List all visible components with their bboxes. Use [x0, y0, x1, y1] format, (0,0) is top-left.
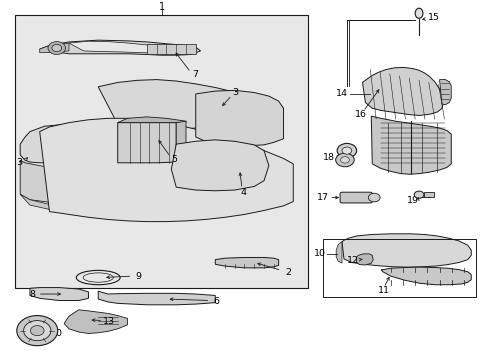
- Ellipse shape: [414, 8, 422, 18]
- Polygon shape: [40, 118, 293, 222]
- FancyBboxPatch shape: [339, 192, 371, 203]
- Polygon shape: [40, 43, 69, 53]
- Polygon shape: [362, 67, 443, 116]
- Polygon shape: [341, 234, 470, 267]
- Text: 8: 8: [29, 289, 35, 298]
- Circle shape: [30, 325, 44, 336]
- Text: 9: 9: [135, 271, 142, 280]
- Text: 6: 6: [213, 297, 219, 306]
- Text: 16: 16: [354, 109, 366, 118]
- Text: 3: 3: [232, 88, 238, 97]
- Polygon shape: [176, 121, 185, 162]
- Circle shape: [48, 42, 65, 54]
- Text: 1: 1: [158, 2, 164, 12]
- Circle shape: [336, 143, 356, 158]
- Polygon shape: [69, 41, 181, 53]
- Polygon shape: [356, 254, 372, 265]
- Polygon shape: [215, 257, 278, 268]
- Polygon shape: [64, 310, 127, 333]
- Bar: [15, 15, 307, 288]
- Polygon shape: [20, 125, 127, 163]
- Polygon shape: [98, 291, 215, 305]
- Circle shape: [367, 193, 379, 202]
- Text: 13: 13: [102, 317, 115, 326]
- Circle shape: [341, 147, 351, 154]
- Polygon shape: [335, 242, 341, 263]
- Bar: [147, 44, 195, 54]
- Polygon shape: [40, 40, 200, 55]
- Bar: [424, 192, 433, 197]
- Circle shape: [340, 157, 348, 163]
- Polygon shape: [98, 80, 283, 130]
- Text: 7: 7: [191, 70, 197, 79]
- Text: 18: 18: [323, 153, 335, 162]
- Circle shape: [413, 191, 423, 198]
- Polygon shape: [20, 160, 108, 203]
- Polygon shape: [118, 117, 185, 123]
- Text: 19: 19: [407, 195, 418, 204]
- Polygon shape: [171, 140, 268, 191]
- Text: 2: 2: [285, 268, 291, 277]
- Polygon shape: [439, 80, 450, 105]
- Text: 17: 17: [316, 193, 328, 202]
- Polygon shape: [118, 123, 176, 163]
- Text: 4: 4: [240, 188, 246, 197]
- Circle shape: [52, 44, 61, 51]
- Text: 5: 5: [171, 155, 177, 164]
- Polygon shape: [195, 90, 283, 146]
- Text: 12: 12: [346, 256, 359, 265]
- Bar: [322, 239, 475, 297]
- Text: 14: 14: [335, 89, 347, 98]
- Text: 10: 10: [313, 249, 325, 258]
- Circle shape: [17, 316, 58, 346]
- Text: 11: 11: [377, 286, 388, 295]
- Polygon shape: [370, 116, 450, 174]
- Polygon shape: [380, 267, 470, 285]
- Polygon shape: [30, 288, 88, 301]
- Text: 3: 3: [16, 158, 22, 167]
- Circle shape: [23, 320, 51, 341]
- Text: 15: 15: [427, 13, 439, 22]
- Circle shape: [335, 153, 353, 167]
- Polygon shape: [20, 194, 98, 212]
- Text: 20: 20: [50, 329, 62, 338]
